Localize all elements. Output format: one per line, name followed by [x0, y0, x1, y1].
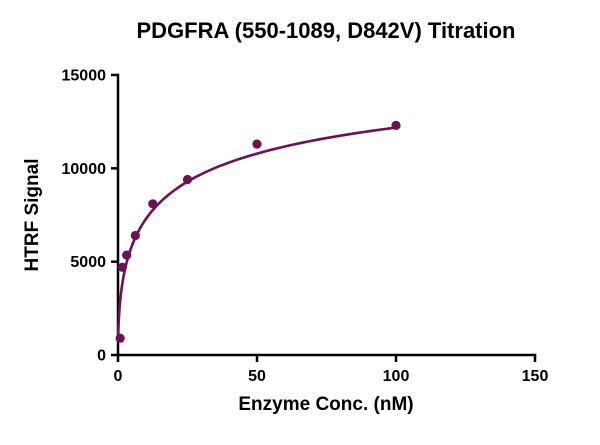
- chart-title: PDGFRA (550-1089, D842V) Titration: [136, 18, 515, 43]
- data-point: [391, 120, 401, 130]
- data-point: [148, 199, 158, 209]
- fit-curve: [116, 126, 398, 341]
- x-axis-label: Enzyme Conc. (nM): [238, 394, 413, 415]
- data-point: [122, 250, 132, 260]
- x-tick-label: 50: [248, 368, 266, 385]
- x-tick-label: 100: [383, 368, 410, 385]
- y-axis-label: HTRF Signal: [22, 159, 43, 272]
- y-tick-label: 0: [97, 348, 106, 365]
- x-tick-label: 0: [114, 368, 123, 385]
- y-tick-label: 10000: [62, 161, 107, 178]
- data-point: [182, 174, 193, 185]
- y-tick-label: 5000: [70, 254, 106, 271]
- x-tick-label: 150: [522, 368, 549, 385]
- y-tick-label: 15000: [62, 68, 107, 85]
- data-point: [115, 333, 125, 343]
- data-point: [252, 139, 262, 149]
- data-point: [117, 262, 127, 272]
- data-points-group: [115, 120, 401, 343]
- fit-curve-group: [116, 126, 398, 341]
- axes: 0 50 100 150 0 5000 10000 15000: [62, 68, 549, 386]
- data-point: [130, 230, 140, 241]
